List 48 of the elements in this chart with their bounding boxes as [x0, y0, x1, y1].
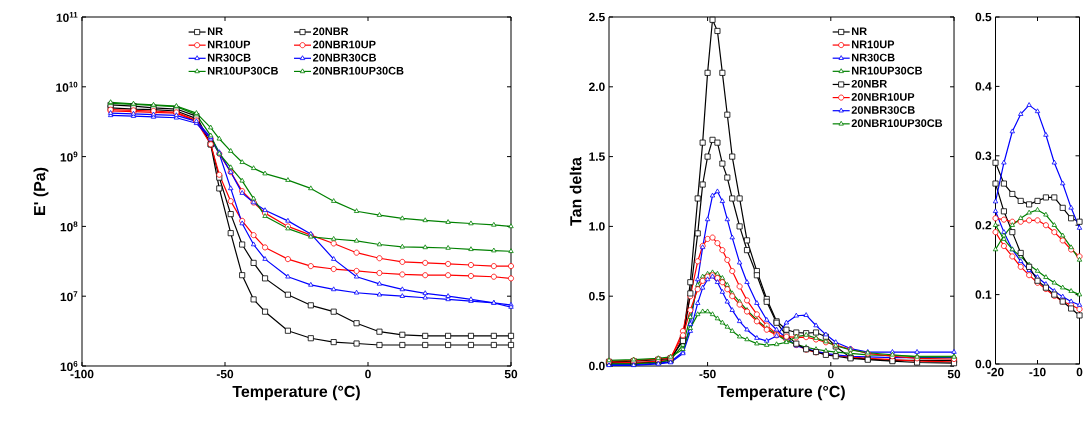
legend-label: NR — [207, 27, 223, 36]
y-tick-label: 0.0 — [589, 361, 605, 371]
x-tick-label: 0 — [1076, 367, 1083, 377]
y-tick-label: 10$^{8}$ — [60, 221, 78, 232]
legend-label: 20NBR10UP30CB — [313, 66, 404, 75]
x-axis-title: Temperature (°C) — [717, 385, 845, 401]
y-tick-label: 2.0 — [588, 82, 605, 92]
x-tick-label: 0 — [365, 369, 371, 379]
x-tick-label: -50 — [699, 369, 716, 379]
y-tick-label: 1.5 — [589, 152, 605, 161]
y-tick-label: 10$^{11}$ — [56, 12, 78, 22]
y-tick-label: 0.5 — [975, 12, 992, 22]
x-tick-label: 0 — [827, 369, 834, 379]
legend-label: NR10UP30CB — [207, 66, 278, 75]
y-tick-label: 0.4 — [975, 82, 992, 91]
y-tick-label: 1.0 — [589, 222, 605, 231]
x-tick-label: 50 — [504, 369, 518, 379]
legend-label: NR30CB — [852, 53, 895, 62]
y-tick-label: 0.3 — [975, 151, 992, 161]
y-tick-label: 2.5 — [588, 12, 605, 22]
x-tick-label: -20 — [987, 367, 1004, 377]
legend-label: NR10UP — [207, 40, 251, 49]
x-tick-label: -10 — [1029, 367, 1046, 377]
y-tick-label: 10$^{10}$ — [56, 81, 78, 92]
y-tick-label: 0.2 — [975, 220, 992, 230]
y-tick-label: 0.1 — [975, 290, 992, 299]
y-tick-label: 10$^{6}$ — [60, 360, 78, 371]
y-axis-title: Tan delta — [569, 157, 582, 226]
y-tick-label: 10$^{9}$ — [60, 151, 78, 162]
legend-label: NR10UP — [852, 40, 895, 49]
legend-label: 20NBR10UP — [851, 93, 915, 101]
y-tick-label: 0.5 — [589, 291, 605, 301]
x-tick-label: -50 — [216, 369, 234, 379]
x-tick-label: 50 — [947, 369, 961, 379]
y-tick-label: 10$^{7}$ — [60, 291, 78, 302]
legend-label: 20NBR — [851, 79, 887, 88]
legend-label: NR30CB — [207, 53, 251, 62]
y-tick-label: 0.0 — [975, 359, 992, 369]
legend-label: 20NBR30CB — [851, 106, 915, 114]
y-axis-title: E' (Pa) — [33, 167, 49, 215]
x-tick-label: -100 — [70, 369, 94, 379]
legend-label: 20NBR10UP30CB — [851, 119, 943, 128]
legend-label: 20NBR10UP — [313, 40, 376, 49]
legend-label: NR — [852, 27, 867, 36]
legend-label: NR10UP30CB — [852, 66, 923, 75]
legend-label: 20NBR30CB — [313, 53, 377, 62]
legend-label: 20NBR — [313, 27, 349, 36]
x-axis-title: Temperature (°C) — [232, 385, 360, 401]
